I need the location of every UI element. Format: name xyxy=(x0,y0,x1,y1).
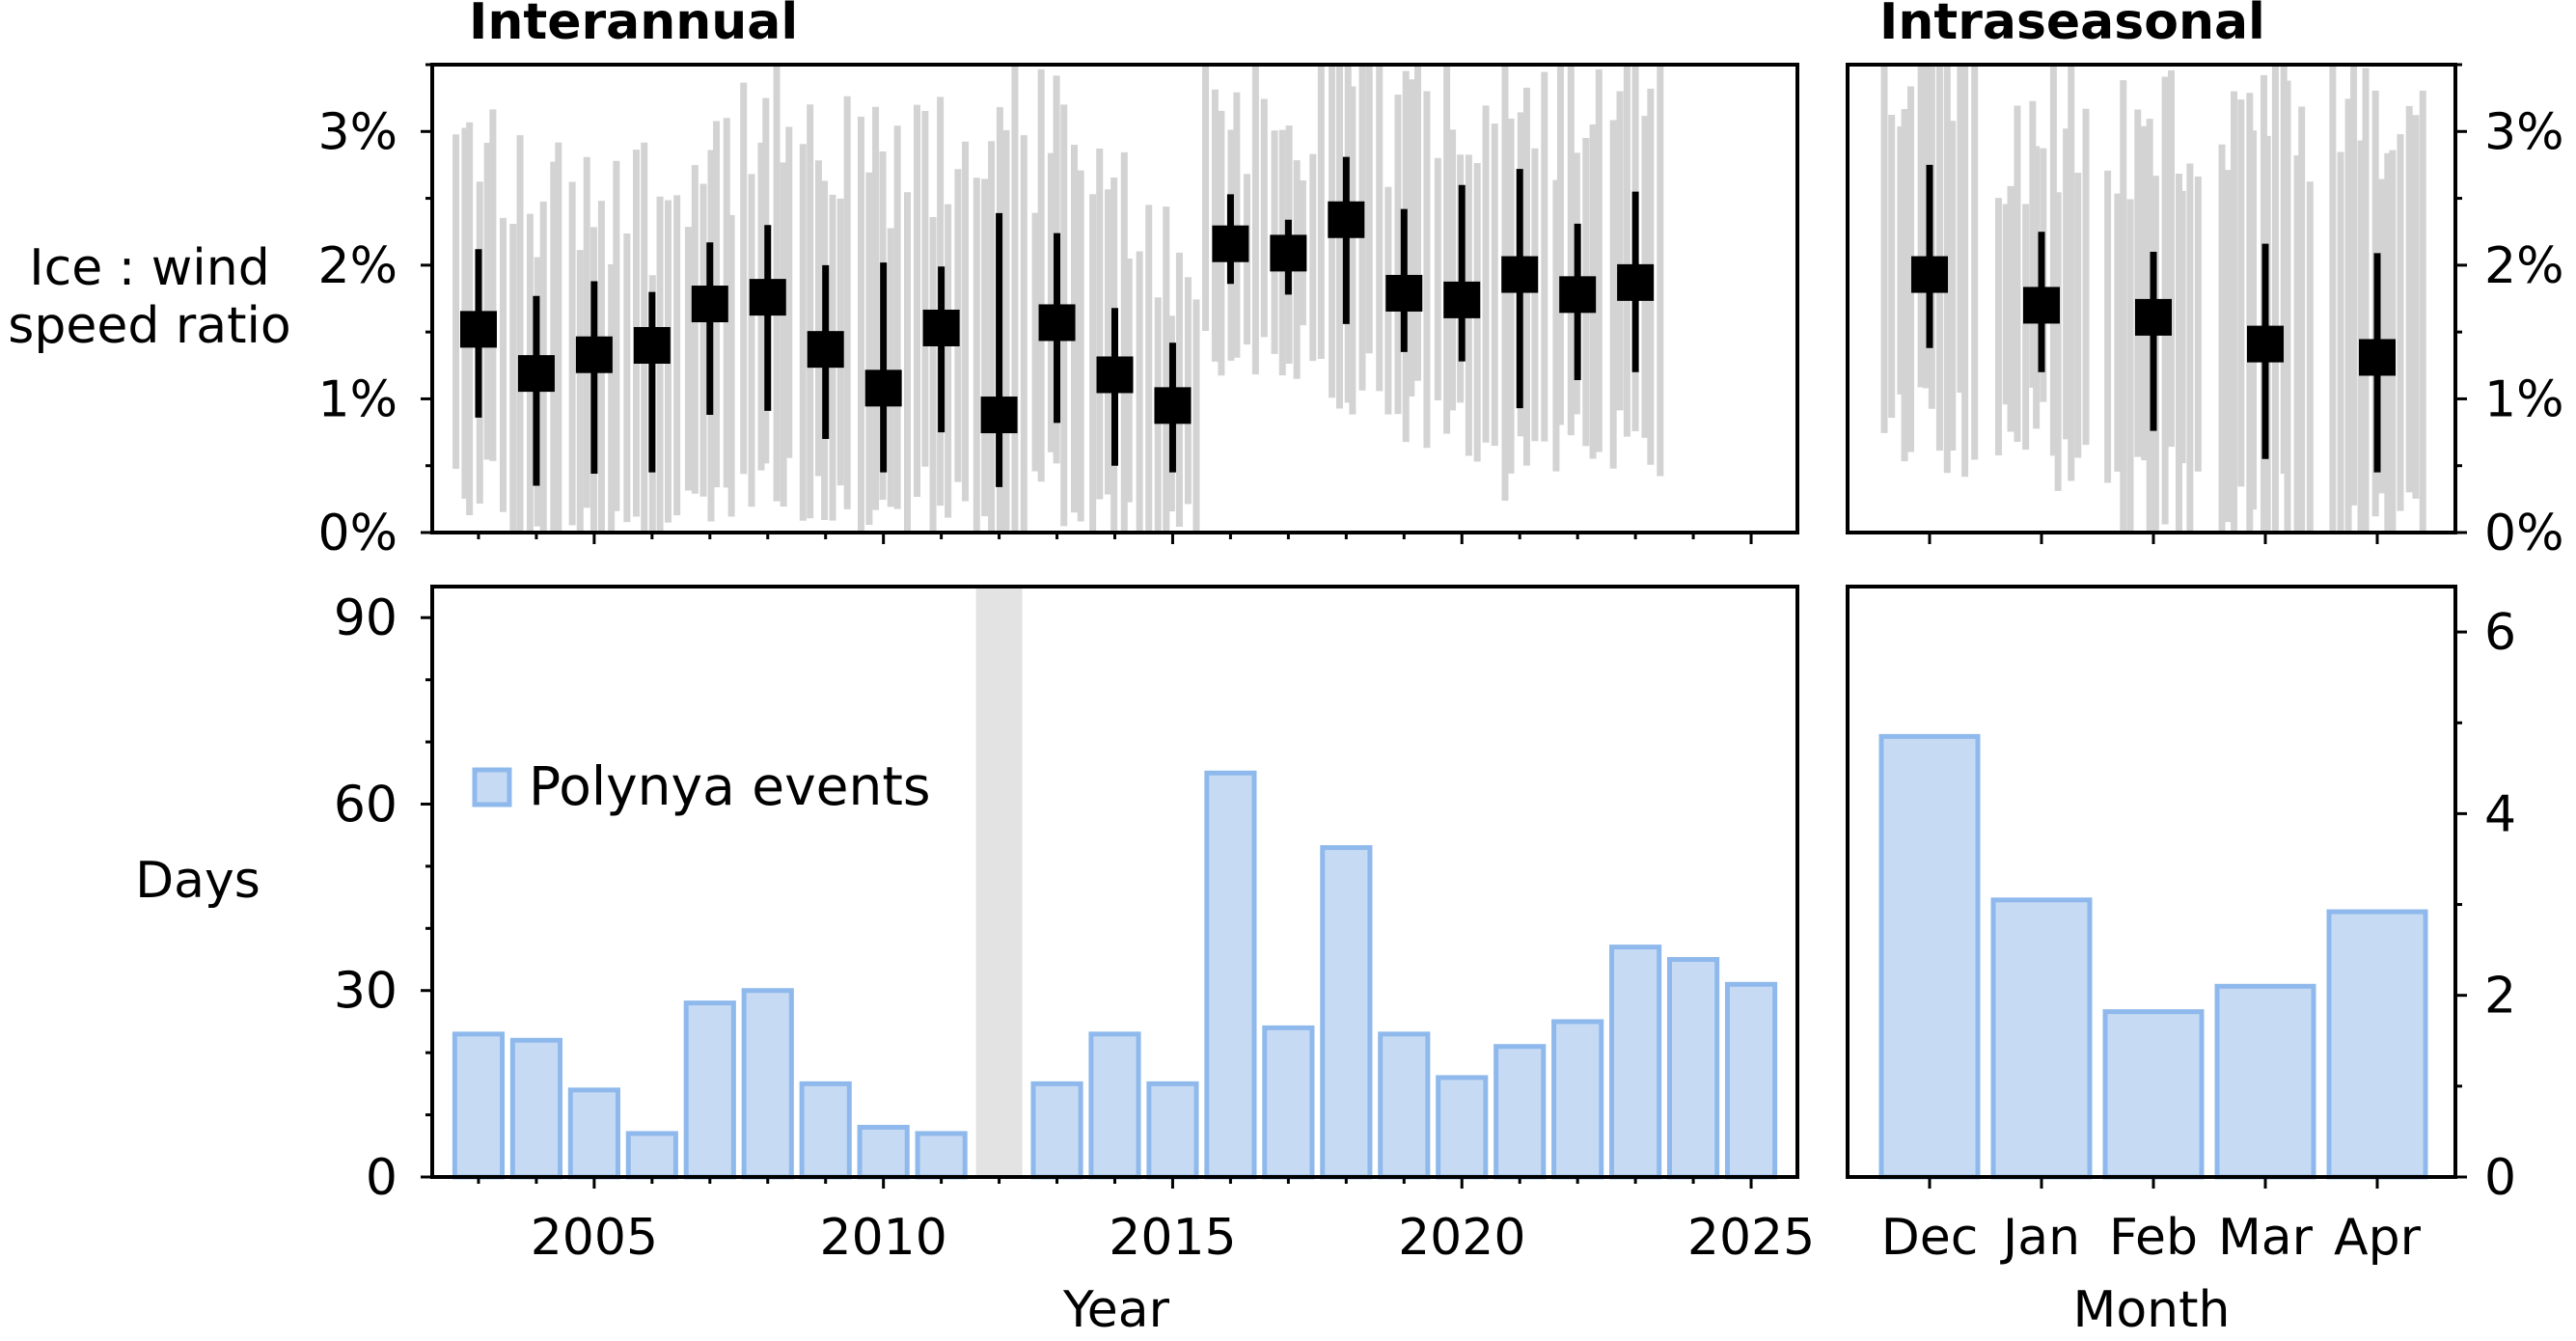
event-bar xyxy=(915,1131,968,1180)
ratio-median-marker xyxy=(2023,287,2060,324)
ratio-y-label-line1: Ice : wind xyxy=(29,239,269,297)
ratio-median-marker xyxy=(575,336,613,373)
month-tick-label: Apr xyxy=(2334,1209,2422,1267)
year-x-label: Year xyxy=(1062,1281,1170,1339)
event-bar xyxy=(857,1124,910,1180)
event-bar xyxy=(1494,1044,1547,1180)
year-tick-label: 2015 xyxy=(1109,1209,1236,1267)
missing-year-band xyxy=(975,587,1023,1177)
year-tick-label: 2010 xyxy=(819,1209,946,1267)
event-bar xyxy=(1551,1019,1604,1180)
year-tick-label: 2020 xyxy=(1398,1209,1525,1267)
event-bar xyxy=(683,1000,736,1180)
event-bar xyxy=(509,1037,563,1180)
ratio-median-marker xyxy=(1328,201,1365,238)
event-bar xyxy=(567,1087,620,1180)
event-bar xyxy=(1146,1081,1199,1180)
ratio-median-marker xyxy=(749,279,786,316)
ratio-median-marker xyxy=(1443,281,1481,318)
days-y-tick-label: 60 xyxy=(334,776,397,834)
panel-intraseasonal-events-frame xyxy=(1846,585,2457,1179)
ratio-median-marker xyxy=(459,311,497,348)
ratio-median-marker xyxy=(1617,263,1655,301)
event-bar xyxy=(1262,1025,1315,1180)
month-event-bar xyxy=(2214,983,2316,1180)
days-y-tick-label: 30 xyxy=(334,963,397,1021)
ratio-median-marker xyxy=(1911,256,1948,293)
event-bar xyxy=(1088,1031,1141,1180)
legend-swatch xyxy=(472,767,512,807)
ratio-median-marker xyxy=(691,286,728,323)
axis-ticks: 0% 0% 1% 1% 2% 2% 3% 3% 0 30 60 90 0 2 4 6 2005 2010 2015 2… xyxy=(318,63,2564,1267)
title-intraseasonal: Intraseasonal xyxy=(1879,0,2265,51)
event-bar xyxy=(1320,845,1373,1180)
event-bar xyxy=(1030,1081,1083,1180)
title-interannual: Interannual xyxy=(469,0,798,51)
month-days-y-tick-label: 0 xyxy=(2484,1149,2516,1207)
ratio-median-marker xyxy=(1096,356,1134,394)
event-bar xyxy=(1204,770,1257,1180)
ratio-median-marker xyxy=(633,327,671,364)
intraseasonal-ratio-markers xyxy=(1911,164,2396,473)
ratio-median-marker xyxy=(1212,225,1249,262)
ratio-median-marker xyxy=(1385,274,1423,312)
ratio-y-tick-label-right: 1% xyxy=(2484,370,2564,428)
legend: Polynya events xyxy=(472,755,931,817)
ratio-y-tick-label-right: 0% xyxy=(2484,505,2564,562)
legend-label: Polynya events xyxy=(529,755,931,817)
ratio-median-marker xyxy=(980,397,1018,434)
event-bar xyxy=(1436,1075,1489,1180)
month-days-y-tick-label: 6 xyxy=(2484,604,2516,662)
month-days-y-tick-label: 2 xyxy=(2484,968,2516,1026)
ratio-median-marker xyxy=(1038,304,1076,342)
month-tick-label: Dec xyxy=(1881,1209,1979,1267)
ratio-median-marker xyxy=(1559,276,1597,314)
panel-intraseasonal-ratio-frame xyxy=(1846,63,2457,534)
ratio-median-marker xyxy=(2359,339,2396,376)
month-event-bar xyxy=(1990,897,2093,1180)
ratio-median-marker xyxy=(1154,387,1192,424)
ratio-median-marker xyxy=(2135,298,2172,336)
ratio-median-marker xyxy=(517,355,555,393)
intraseasonal-ratio-gray-traces xyxy=(1880,65,2426,533)
event-bar xyxy=(1724,981,1778,1180)
ratio-median-marker xyxy=(1501,256,1539,293)
ratio-y-tick-label: 2% xyxy=(318,237,398,295)
ratio-y-tick-label: 0% xyxy=(318,505,398,562)
ratio-median-marker xyxy=(807,331,844,369)
days-y-label: Days xyxy=(135,852,260,910)
event-bar xyxy=(1666,957,1720,1180)
ratio-y-label-line2: speed ratio xyxy=(8,297,291,355)
ratio-y-tick-label: 1% xyxy=(318,370,398,428)
days-y-tick-label: 90 xyxy=(334,589,397,647)
event-bar xyxy=(1378,1031,1431,1180)
ratio-y-tick-label-right: 3% xyxy=(2484,103,2564,161)
month-x-label: Month xyxy=(2073,1281,2231,1339)
ratio-median-marker xyxy=(1270,234,1307,272)
intraseasonal-event-bars xyxy=(1878,733,2428,1180)
interannual-ratio-markers xyxy=(459,156,1655,487)
ratio-y-tick-label: 3% xyxy=(318,103,398,161)
month-tick-label: Jan xyxy=(2000,1209,2080,1267)
year-tick-label: 2025 xyxy=(1687,1209,1815,1267)
event-bar xyxy=(799,1081,852,1180)
month-days-y-tick-label: 4 xyxy=(2484,785,2516,843)
interannual-event-bars xyxy=(452,770,1778,1180)
event-bar xyxy=(625,1131,678,1180)
month-event-bar xyxy=(2326,909,2428,1180)
days-y-tick-label: 0 xyxy=(366,1149,397,1207)
month-event-bar xyxy=(1878,733,1981,1180)
event-bar xyxy=(741,988,794,1180)
event-bar xyxy=(452,1031,506,1180)
ratio-y-tick-label-right: 2% xyxy=(2484,237,2564,295)
ratio-median-marker xyxy=(864,369,902,407)
year-tick-label: 2005 xyxy=(531,1209,658,1267)
month-tick-label: Feb xyxy=(2109,1209,2198,1267)
ratio-median-marker xyxy=(922,309,960,346)
month-event-bar xyxy=(2102,1009,2205,1180)
ratio-median-marker xyxy=(2247,325,2284,363)
event-bar xyxy=(1609,944,1662,1180)
month-tick-label: Mar xyxy=(2218,1209,2314,1267)
